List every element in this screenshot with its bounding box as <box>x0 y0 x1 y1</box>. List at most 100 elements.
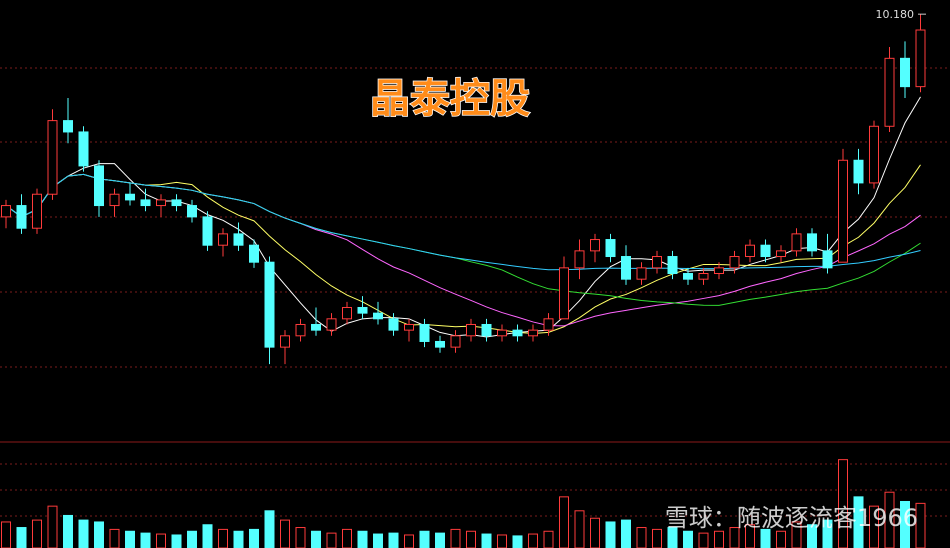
volume-bar <box>47 505 58 548</box>
volume-bar <box>884 491 895 548</box>
volume-bar <box>714 530 724 548</box>
volume-bar <box>559 496 569 548</box>
high-label: 10.180 <box>876 8 915 21</box>
candle-body <box>357 306 368 314</box>
volume-bar <box>621 519 631 548</box>
candle-body <box>853 159 864 184</box>
candle-body <box>512 329 523 337</box>
volume-bar <box>683 530 693 548</box>
candle-body <box>822 250 833 269</box>
volume-bar <box>543 530 554 548</box>
volume-bar <box>94 521 104 548</box>
volume-bar <box>388 532 399 548</box>
volume-bar <box>311 530 321 548</box>
moving-average <box>5 164 921 335</box>
candle-body <box>342 306 352 320</box>
candle-body <box>636 267 647 280</box>
volume-bar <box>512 535 523 548</box>
candle-body <box>683 273 693 280</box>
candle-body <box>776 250 786 258</box>
candle-body <box>32 193 42 229</box>
volume-bar <box>357 530 368 548</box>
volume-bar <box>140 532 151 548</box>
candle-body <box>94 165 104 207</box>
candle-body <box>497 329 507 337</box>
candle-body <box>388 318 399 331</box>
candle-body <box>915 29 926 88</box>
volume-bar <box>326 532 337 548</box>
candle-body <box>574 250 585 269</box>
volume-bar <box>574 510 585 548</box>
volume-bar <box>435 532 445 548</box>
moving-average <box>5 173 921 327</box>
candle-body <box>590 239 600 252</box>
volume-bar <box>342 528 352 548</box>
moving-average <box>5 96 921 338</box>
volume-bar <box>295 527 306 548</box>
moving-average <box>5 173 921 306</box>
volume-bar <box>760 528 771 548</box>
volume-bar <box>636 527 647 548</box>
candle-body <box>884 57 895 127</box>
volume-bar <box>63 514 73 548</box>
candle-body <box>605 239 616 258</box>
volume-bar <box>249 528 259 548</box>
candle-body <box>698 273 709 280</box>
volume-bar <box>187 530 197 548</box>
volume-bar <box>156 533 166 548</box>
candle-body <box>807 233 817 252</box>
candle-body <box>419 323 430 342</box>
candle-body <box>171 199 182 207</box>
volume-bar <box>233 530 244 548</box>
candle-body <box>450 335 461 348</box>
grid <box>0 67 950 517</box>
volume-bar <box>404 534 414 548</box>
candle-body <box>249 244 259 263</box>
volume-bar <box>218 528 228 548</box>
candle-body <box>1 205 11 218</box>
volume-bar <box>698 532 709 548</box>
candle-body <box>528 329 538 337</box>
chart-title: 晶泰控股 <box>370 76 530 122</box>
candle-body <box>78 131 89 167</box>
volume-bar <box>497 534 507 548</box>
volume-bar <box>32 519 42 548</box>
volume-bar <box>171 534 182 548</box>
volume-bar <box>1 521 11 548</box>
volume-bar <box>264 510 275 548</box>
volume-bar <box>853 496 864 548</box>
volume-bar <box>590 517 600 548</box>
volume-bar <box>450 528 461 548</box>
volume-bar <box>16 527 27 548</box>
candle-body <box>326 318 337 331</box>
candle-body <box>791 233 802 252</box>
candle-body <box>202 216 213 246</box>
candle-body <box>187 205 197 218</box>
volume-bar <box>776 530 786 548</box>
candle-body <box>16 205 27 229</box>
candle-body <box>435 340 445 348</box>
candle-body <box>838 159 848 263</box>
volume-bar <box>109 528 120 548</box>
candle-body <box>760 244 771 258</box>
candle-body <box>729 256 740 269</box>
candle-body <box>466 323 476 337</box>
candle-body <box>156 199 166 207</box>
candle-body <box>404 323 414 331</box>
volume-bar <box>125 530 135 548</box>
volume-bar <box>652 528 662 548</box>
candle-body <box>373 312 383 320</box>
candle-body <box>481 323 492 337</box>
volume-bar <box>466 530 476 548</box>
candle-body <box>63 120 73 133</box>
candle-body <box>140 199 151 207</box>
candle-body <box>714 267 724 275</box>
candle-body <box>125 193 135 201</box>
volume-bar <box>78 519 89 548</box>
volume-bar <box>481 533 492 548</box>
candle-body <box>667 256 678 275</box>
volume-bar <box>373 533 383 548</box>
candle-body <box>295 323 306 337</box>
watermark: 雪球：随波逐流客1966 <box>665 504 918 532</box>
